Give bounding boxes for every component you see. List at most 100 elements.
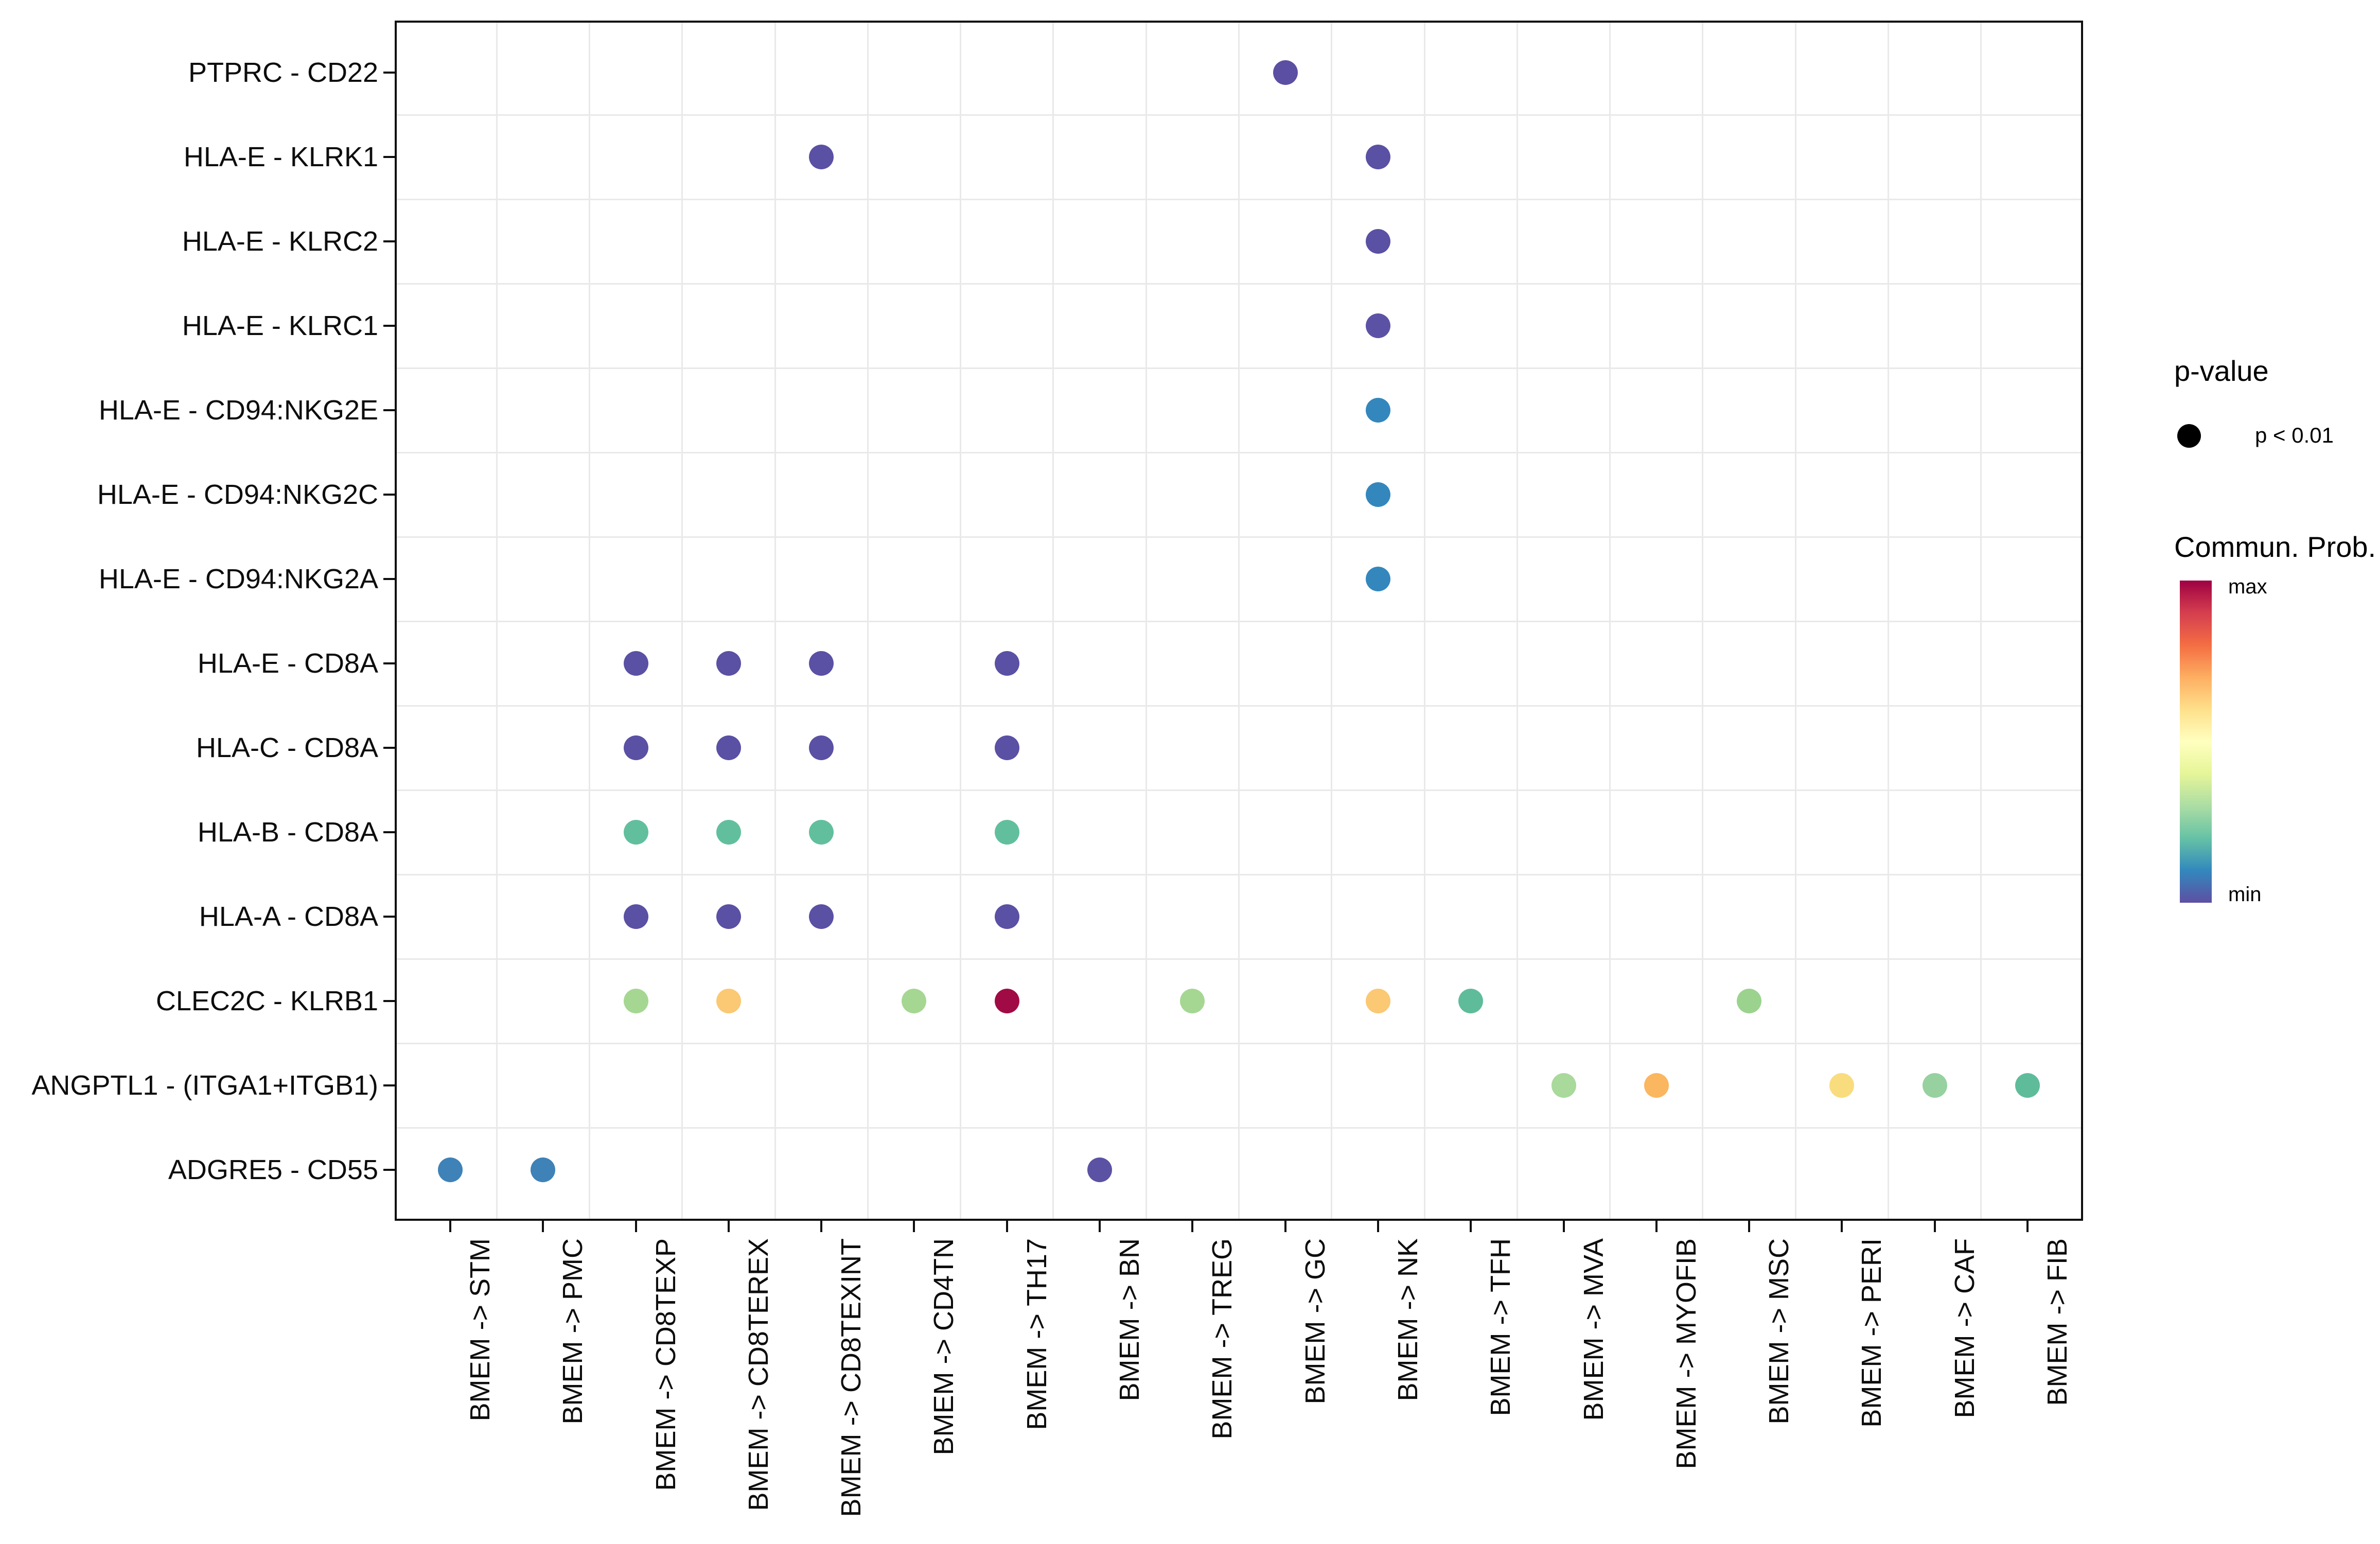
horizontal-gridline [397,1042,2081,1044]
y-tick-label: ADGRE5 - CD55 [168,1154,378,1185]
y-tick-label: HLA-E - CD8A [197,648,378,679]
x-tick-label: BMEM -> TREG [1207,1238,1238,1440]
x-tick-label: BMEM -> CD8TEXINT [836,1238,867,1517]
y-tick-label: HLA-B - CD8A [197,817,378,848]
x-tick-label: BMEM -> TH17 [1021,1238,1052,1430]
x-tick-label: BMEM -> MVA [1578,1238,1609,1421]
horizontal-gridline [397,367,2081,369]
x-tick-label: BMEM -> STM [465,1238,496,1422]
x-tick-label: BMEM -> TFH [1485,1238,1517,1416]
x-tick-mark [1006,1221,1008,1232]
data-point [809,735,834,760]
x-tick-mark [1562,1221,1565,1232]
x-tick-mark [1933,1221,1936,1232]
horizontal-gridline [397,536,2081,538]
data-point [716,651,741,676]
y-tick-mark [383,72,395,74]
pvalue-legend-title: p-value [2174,355,2269,387]
y-tick-mark [383,156,395,158]
y-tick-label: ANGPTL1 - (ITGA1+ITGB1) [31,1070,378,1101]
data-point [1365,313,1390,338]
x-tick-label: BMEM -> PMC [557,1238,589,1425]
x-tick-label: BMEM -> NK [1392,1238,1423,1401]
data-point [809,651,834,676]
pvalue-legend-dot-icon [2177,424,2201,448]
horizontal-gridline [397,451,2081,453]
y-tick-label: HLA-E - KLRC1 [182,310,378,341]
data-point [994,735,1019,760]
data-point [1180,989,1205,1013]
y-tick-mark [383,831,395,833]
data-point [623,735,648,760]
data-point [438,1157,463,1182]
y-tick-mark [383,747,395,749]
y-tick-mark [383,1084,395,1086]
horizontal-gridline [397,789,2081,791]
data-point [1087,1157,1113,1182]
x-tick-mark [1841,1221,1843,1232]
data-point [1644,1073,1669,1098]
x-tick-mark [2026,1221,2029,1232]
horizontal-gridline [397,198,2081,200]
x-tick-label: BMEM -> CAF [1949,1238,1980,1418]
y-tick-label: HLA-A - CD8A [199,901,378,932]
x-tick-mark [634,1221,637,1232]
data-point [994,651,1019,676]
data-point [716,820,741,845]
y-tick-mark [383,494,395,496]
pvalue-legend-item-label: p < 0.01 [2255,423,2334,447]
y-tick-label: HLA-E - KLRK1 [183,142,378,172]
y-tick-mark [383,409,395,411]
x-tick-mark [1470,1221,1472,1232]
data-point [902,989,927,1013]
data-point [994,989,1019,1013]
y-tick-label: HLA-E - CD94:NKG2E [98,395,378,426]
horizontal-gridline [397,1127,2081,1129]
data-point [1551,1073,1576,1098]
x-tick-label: BMEM -> MYOFIB [1670,1238,1702,1469]
x-tick-label: BMEM -> CD8TEXP [650,1238,681,1491]
y-tick-label: HLA-E - CD94:NKG2C [97,479,378,510]
data-point [1458,989,1484,1013]
horizontal-gridline [397,873,2081,875]
horizontal-gridline [397,958,2081,960]
y-tick-mark [383,1000,395,1002]
data-point [809,820,834,845]
x-tick-mark [1655,1221,1658,1232]
data-point [623,820,648,845]
x-tick-label: BMEM -> GC [1299,1238,1331,1405]
x-tick-mark [820,1221,823,1232]
data-point [1365,229,1390,254]
data-point [716,904,741,929]
x-tick-label: BMEM -> PERI [1856,1238,1888,1428]
y-tick-label: HLA-C - CD8A [196,732,378,763]
x-tick-mark [449,1221,451,1232]
data-point [1365,567,1390,591]
x-tick-label: BMEM -> MSC [1764,1238,1795,1425]
x-tick-label: BMEM -> BN [1114,1238,1145,1401]
data-point [531,1157,556,1182]
plot-panel [395,21,2083,1221]
x-tick-mark [727,1221,730,1232]
data-point [1737,989,1762,1013]
x-tick-label: BMEM -> CD4TN [928,1238,960,1455]
x-tick-mark [542,1221,544,1232]
data-point [1365,989,1390,1013]
y-tick-mark [383,1169,395,1171]
horizontal-gridline [397,705,2081,707]
y-tick-label: HLA-E - CD94:NKG2A [98,564,378,594]
x-tick-mark [1377,1221,1379,1232]
data-point [623,651,648,676]
data-point [623,989,648,1013]
colorbar-min-label: min [2228,883,2262,906]
data-point [2015,1073,2040,1098]
data-point [716,735,741,760]
data-point [809,904,834,929]
data-point [623,904,648,929]
horizontal-gridline [397,620,2081,622]
y-tick-mark [383,240,395,242]
horizontal-gridline [397,114,2081,116]
y-tick-label: PTPRC - CD22 [188,57,378,88]
data-point [1365,398,1390,423]
